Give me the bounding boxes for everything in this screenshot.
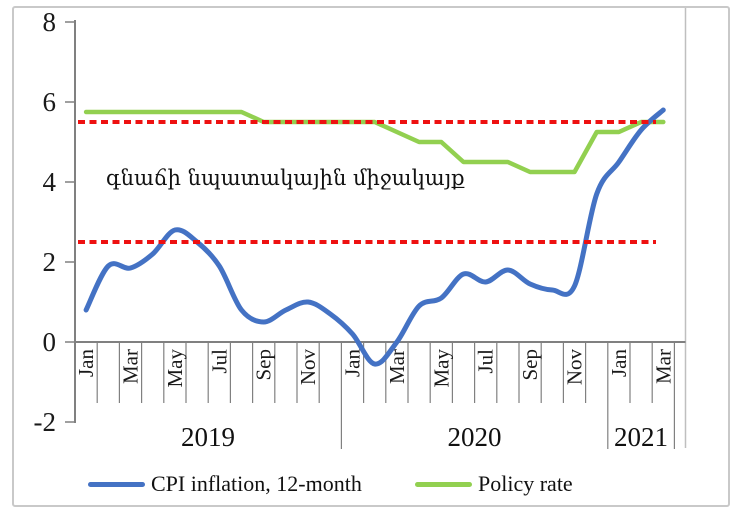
- y-axis-label: 4: [43, 167, 57, 197]
- y-axis-label: 0: [43, 327, 57, 357]
- month-label: Sep: [252, 349, 276, 381]
- month-label: Nov: [563, 349, 587, 386]
- x-axis-year-2020: 2020: [447, 422, 502, 452]
- month-label: May: [429, 349, 453, 388]
- chart-legend: CPI inflation, 12-month Policy rate: [0, 470, 745, 504]
- month-label: Mar: [119, 349, 143, 384]
- month-label: Mar: [651, 349, 675, 384]
- month-label: Jan: [74, 349, 98, 377]
- cpi-line-swatch: [88, 481, 145, 487]
- cpi-inflation-line: [83, 107, 666, 367]
- y-axis-label: -2: [34, 407, 57, 437]
- policy-rate-line: [83, 109, 666, 175]
- legend-item-cpi: CPI inflation, 12-month: [88, 470, 362, 498]
- month-label: Nov: [296, 349, 320, 386]
- month-label: Jan: [607, 349, 631, 377]
- cpi-legend-label: CPI inflation, 12-month: [151, 471, 362, 496]
- x-axis-year-2021: 2021: [614, 422, 668, 452]
- y-axis-label: 6: [43, 87, 57, 117]
- month-label: May: [163, 349, 187, 388]
- month-label: Jul: [207, 349, 231, 374]
- month-label: Sep: [518, 349, 542, 381]
- month-label: Jul: [474, 349, 498, 374]
- policy-legend-label: Policy rate: [478, 471, 573, 496]
- policy-line-swatch: [415, 481, 472, 487]
- y-axis-label: 8: [43, 7, 57, 37]
- x-axis-year-2019: 2019: [181, 422, 235, 452]
- y-axis-label: 2: [43, 247, 57, 277]
- month-label: Jan: [341, 349, 365, 377]
- target-range-annotation: գնաճի նպատակային միջակայք: [106, 166, 465, 190]
- legend-item-policy: Policy rate: [415, 470, 573, 498]
